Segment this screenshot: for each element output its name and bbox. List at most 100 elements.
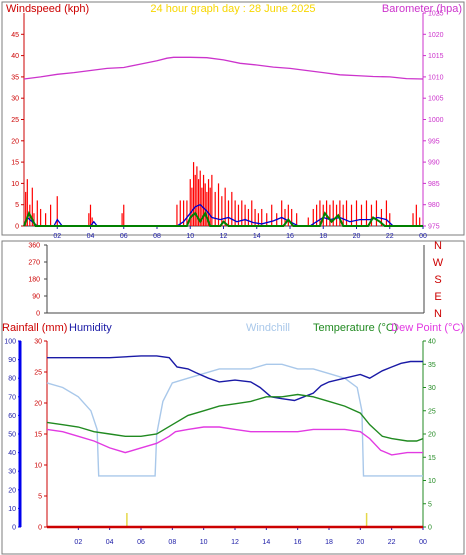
humidity-axis-label: Humidity <box>69 322 112 334</box>
temperature-ticks: 0 5 10 15 20 25 30 35 40 <box>423 339 436 532</box>
temperature-tick-label: 35 <box>428 362 436 369</box>
temp-panel-time-ticks: 02 04 06 08 10 12 14 16 18 20 22 00 <box>74 527 427 546</box>
barometer-tick-label: 1025 <box>428 11 444 18</box>
wind-time-tick-label: 20 <box>353 233 361 240</box>
wind-time-tick-label: 08 <box>153 233 161 240</box>
compass-label: N <box>434 308 442 320</box>
temp-time-tick-label: 16 <box>294 539 302 546</box>
barometer-tick-label: 1000 <box>428 117 444 124</box>
temperature-axis-label: Temperature (°C) <box>313 322 397 334</box>
temperature-tick-label: 30 <box>428 385 436 392</box>
windchill-label: Windchill <box>246 322 290 334</box>
windspeed-tick-label: 25 <box>11 117 19 124</box>
barometer-tick-label: 990 <box>428 160 440 167</box>
rainfall-tick-label: 5 <box>38 494 42 501</box>
temp-time-tick-label: 00 <box>419 539 427 546</box>
humidity-tick-label: 60 <box>8 413 16 420</box>
windspeed-tick-label: 0 <box>15 224 19 231</box>
barometer-tick-label: 1020 <box>428 32 444 39</box>
humidity-tick-label: 80 <box>8 376 16 383</box>
temperature-tick-label: 25 <box>428 408 436 415</box>
temp-time-tick-label: 20 <box>356 539 364 546</box>
compass-label: E <box>434 291 441 303</box>
windspeed-axis-label: Windspeed (kph) <box>6 3 89 15</box>
wind-time-tick-label: 16 <box>286 233 294 240</box>
wind-panel-series <box>23 56 424 227</box>
dewpoint-line <box>46 426 423 456</box>
wind-time-tick-label: 14 <box>253 233 261 240</box>
temperature-tick-label: 20 <box>428 432 436 439</box>
windspeed-ticks: 0 5 10 15 20 25 30 35 40 45 <box>11 32 24 231</box>
barometer-tick-label: 1005 <box>428 96 444 103</box>
temp-time-tick-label: 14 <box>262 539 270 546</box>
temp-time-tick-label: 08 <box>168 539 176 546</box>
temp-time-tick-label: 10 <box>200 539 208 546</box>
windspeed-tick-label: 40 <box>11 53 19 60</box>
temperature-tick-label: 0 <box>428 525 432 532</box>
temp-panel-series <box>46 355 424 529</box>
windspeed-tick-label: 45 <box>11 32 19 39</box>
windspeed-tick-label: 35 <box>11 74 19 81</box>
compass-label: W <box>433 257 444 269</box>
compass-label: S <box>434 274 441 286</box>
windspeed-tick-label: 20 <box>11 138 19 145</box>
wind-time-tick-label: 18 <box>319 233 327 240</box>
rainfall-tick-label: 30 <box>34 339 42 346</box>
wind-time-tick-label: 06 <box>120 233 128 240</box>
barometer-tick-label: 980 <box>428 202 440 209</box>
barometer-tick-label: 975 <box>428 224 440 231</box>
temperature-tick-label: 5 <box>428 501 432 508</box>
wind-time-tick-label: 12 <box>220 233 228 240</box>
windchill-line <box>46 363 423 477</box>
compass-label: N <box>434 240 442 252</box>
barometer-tick-label: 995 <box>428 138 440 145</box>
barometer-axis-label: Barometer (hpa) <box>382 3 462 15</box>
direction-degree-ticks: 0 90 180 270 360 <box>28 243 47 318</box>
humidity-tick-label: 100 <box>4 339 16 346</box>
temperature-line <box>46 393 424 442</box>
temp-time-tick-label: 18 <box>325 539 333 546</box>
direction-tick-label: 180 <box>28 277 40 284</box>
humidity-tick-label: 90 <box>8 357 16 364</box>
windspeed-tick-label: 30 <box>11 96 19 103</box>
temperature-tick-label: 40 <box>428 339 436 346</box>
temp-time-tick-label: 04 <box>106 539 114 546</box>
direction-tick-label: 270 <box>28 260 40 267</box>
chart-title: 24 hour graph day : 28 June 2025 <box>150 3 315 15</box>
wind-gust-bars <box>25 162 421 226</box>
temperature-tick-label: 10 <box>428 478 436 485</box>
humidity-tick-label: 40 <box>8 450 16 457</box>
temp-time-tick-label: 22 <box>388 539 396 546</box>
rainfall-tick-label: 15 <box>34 432 42 439</box>
barometer-tick-label: 985 <box>428 181 440 188</box>
humidity-tick-label: 20 <box>8 487 16 494</box>
bottom-panel-frame <box>1 240 465 555</box>
rainfall-tick-label: 0 <box>38 525 42 532</box>
humidity-ticks: 0 10 20 30 40 50 60 70 80 90 100 <box>4 339 21 532</box>
wind-time-tick-label: 04 <box>87 233 95 240</box>
barometer-line <box>23 56 424 80</box>
windspeed-tick-label: 5 <box>15 202 19 209</box>
wind-time-tick-label: 10 <box>186 233 194 240</box>
dewpoint-label: Dew Point (°C) <box>391 322 464 334</box>
humidity-tick-label: 0 <box>12 525 16 532</box>
rainfall-ticks: 0 5 10 15 20 25 30 <box>34 339 47 532</box>
top-panel-frame <box>1 1 465 236</box>
direction-tick-label: 90 <box>32 294 40 301</box>
windspeed-tick-label: 15 <box>11 160 19 167</box>
wind-time-tick-label: 22 <box>386 233 394 240</box>
humidity-tick-label: 70 <box>8 394 16 401</box>
direction-tick-label: 360 <box>28 243 40 250</box>
windAux-line <box>23 210 423 227</box>
direction-tick-label: 0 <box>36 311 40 318</box>
temp-time-tick-label: 02 <box>74 539 82 546</box>
wind-panel-time-ticks: 02 04 06 08 10 12 14 16 18 20 22 00 <box>53 226 427 240</box>
wind-time-tick-label: 00 <box>419 233 427 240</box>
humidity-tick-label: 10 <box>8 506 16 513</box>
temperature-tick-label: 15 <box>428 455 436 462</box>
temp-time-tick-label: 06 <box>137 539 145 546</box>
